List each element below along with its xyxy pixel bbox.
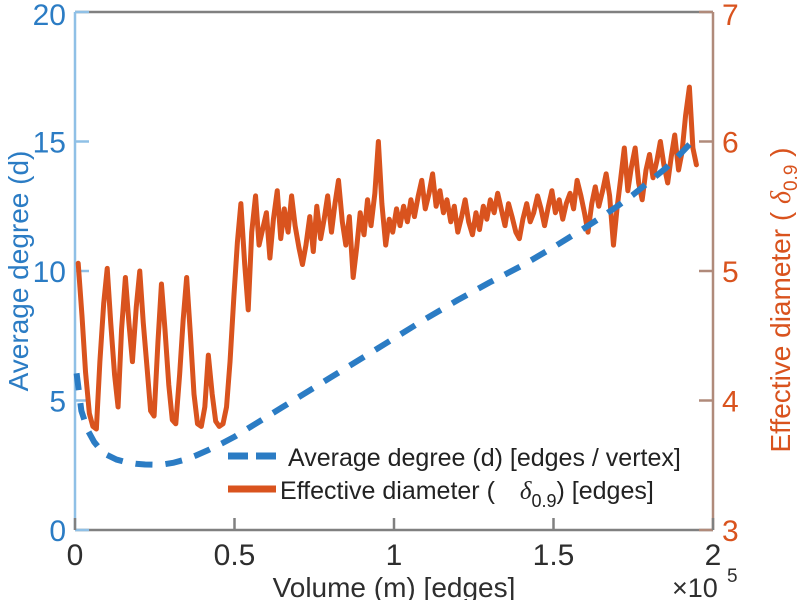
series-line-effective-diameter [75,84,699,432]
tick-label-left-5: 5 [49,386,66,419]
tick-label-bottom-2: 2 [705,539,722,572]
left-axis-ticks: 0 5 10 15 20 [33,0,89,548]
tick-label-left-20: 20 [33,0,66,32]
x-axis-exponent: ×10 5 [672,566,738,600]
tick-label-right-5: 5 [722,256,739,289]
y-axis-right-title: Effective diameter ( δ0.9 ) [765,147,802,452]
legend-label-average-degree: Average degree (d) [edges / vertex] [288,444,681,472]
legend-ed-prefix: Effective diameter ( [280,477,502,505]
right-title-prefix: Effective diameter ( [765,204,796,452]
tick-label-right-4: 4 [722,386,739,419]
tick-label-left-15: 15 [33,127,66,160]
legend-ed-suffix: ) [edges] [557,477,654,505]
right-title-suffix: ) [765,147,796,164]
right-axis-ticks: 3 4 5 6 7 [699,0,739,548]
tick-label-bottom-1p5: 1.5 [533,539,575,572]
tick-label-right-6: 6 [722,127,739,160]
bottom-axis-ticks: 0 0.5 1 1.5 2 [67,518,722,572]
tick-label-bottom-1: 1 [386,539,403,572]
svg-text:Effective diameter ( δ0.9 ): Effective diameter ( δ0.9 ) [765,147,802,452]
legend-label-effective-diameter: Effective diameter ( δ0.9) [edges] [280,477,654,511]
tick-label-bottom-0: 0 [67,539,84,572]
tick-label-right-3: 3 [722,515,739,548]
x-exponent-base: ×10 [672,573,718,600]
y-axis-left-title: Average degree (d) [3,151,34,392]
tick-label-left-0: 0 [49,515,66,548]
series-group [73,84,700,468]
right-title-symbol: δ [766,190,797,204]
x-exponent-power: 5 [727,566,738,587]
series-line-average-degree [73,134,700,468]
tick-label-bottom-0p5: 0.5 [214,539,256,572]
tick-label-right-7: 7 [722,0,739,32]
right-title-subscript: 0.9 [781,165,802,191]
x-axis-title: Volume (m) [edges] [273,572,516,600]
legend: Average degree (d) [edges / vertex] Effe… [228,444,681,511]
tick-label-left-10: 10 [33,256,66,289]
legend-ed-symbol: δ [520,478,532,505]
legend-ed-subscript: 0.9 [531,491,556,511]
